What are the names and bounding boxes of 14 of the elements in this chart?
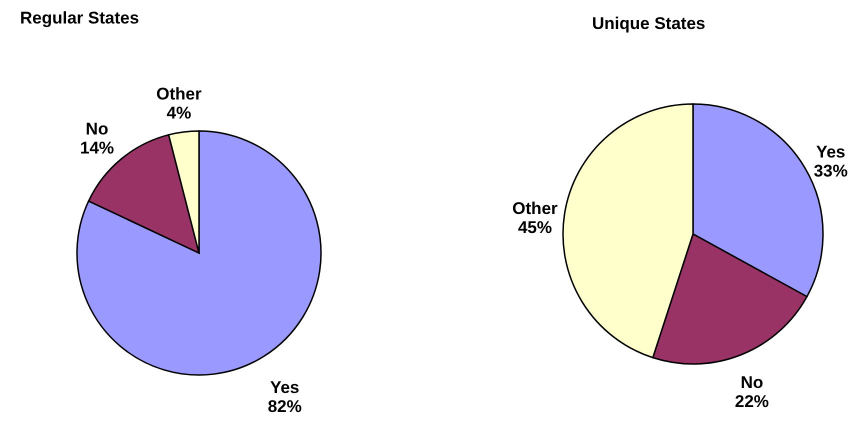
data-label: 22% [734, 392, 769, 411]
chart-title: Regular States [20, 8, 140, 28]
data-label: 45% [518, 218, 552, 237]
slice-label: Other [156, 84, 202, 104]
slice-label: Yes [816, 142, 846, 162]
slice-label: Other [512, 198, 558, 218]
chart-title: Unique States [592, 14, 706, 33]
slice-label: Yes [270, 378, 300, 398]
data-label: 4% [166, 103, 192, 122]
data-label: 33% [814, 162, 848, 181]
slice-label: No [740, 372, 764, 392]
slice-label: No [86, 120, 108, 139]
data-label: 82% [268, 397, 302, 416]
data-label: 14% [80, 138, 114, 158]
